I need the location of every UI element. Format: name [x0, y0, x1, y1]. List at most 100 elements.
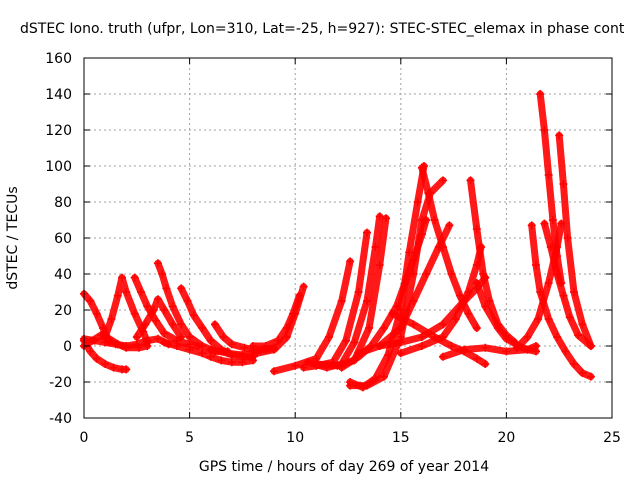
data-point	[198, 342, 207, 350]
data-point	[101, 333, 110, 341]
data-point	[481, 360, 490, 368]
data-point	[455, 291, 464, 300]
data-point	[90, 336, 99, 345]
x-tick-label: 15	[392, 430, 410, 446]
data-point	[401, 279, 410, 287]
data-point	[261, 342, 270, 350]
data-point	[270, 367, 279, 376]
data-point	[86, 347, 95, 356]
data-point	[185, 333, 194, 341]
data-point	[472, 354, 481, 363]
data-point	[158, 270, 167, 278]
series-21	[417, 163, 481, 332]
y-tick-label: 100	[45, 159, 72, 175]
data-point	[464, 309, 473, 318]
series-9	[160, 338, 257, 367]
data-point	[502, 347, 511, 356]
data-point	[177, 333, 186, 341]
data-point	[472, 225, 481, 233]
data-point	[291, 361, 300, 370]
data-point	[392, 302, 401, 311]
series-32	[512, 219, 566, 352]
data-point	[479, 270, 488, 278]
data-point	[168, 320, 177, 329]
data-point	[559, 180, 568, 188]
data-point	[375, 212, 384, 221]
data-point	[578, 320, 587, 329]
data-point	[413, 198, 422, 206]
data-point	[346, 257, 355, 266]
data-point	[198, 324, 207, 332]
data-point	[512, 343, 521, 352]
data-point	[177, 284, 186, 293]
data-point	[544, 171, 553, 179]
y-tick-label: 120	[45, 123, 72, 139]
data-point	[417, 342, 426, 350]
data-point	[312, 360, 321, 368]
data-point	[337, 297, 346, 305]
series-track	[555, 131, 595, 350]
data-point	[137, 288, 146, 296]
data-point	[350, 338, 359, 347]
data-point	[553, 243, 562, 251]
series-13	[270, 257, 355, 376]
data-point	[451, 315, 460, 323]
data-point	[388, 309, 397, 318]
data-point	[299, 363, 308, 372]
data-point	[439, 243, 448, 251]
data-point	[417, 230, 426, 239]
data-point	[151, 316, 160, 325]
data-point	[540, 126, 549, 134]
data-point	[481, 302, 490, 311]
data-point	[417, 333, 426, 341]
data-point	[422, 216, 431, 224]
data-point	[375, 261, 384, 269]
data-point	[409, 320, 418, 329]
data-point	[86, 297, 95, 305]
data-point	[111, 340, 120, 349]
series-28	[527, 221, 595, 381]
data-point	[439, 333, 448, 341]
data-point	[143, 302, 152, 311]
x-tick-label: 5	[185, 430, 194, 446]
data-point	[185, 345, 194, 354]
y-tick-label: -20	[49, 375, 72, 391]
data-point	[569, 360, 578, 368]
data-point	[531, 342, 540, 350]
data-point	[141, 320, 150, 329]
series-0	[80, 336, 131, 374]
data-point	[502, 334, 511, 343]
data-point	[396, 324, 405, 332]
y-tick-label: 160	[45, 51, 72, 67]
x-tick-label: 25	[603, 430, 621, 446]
data-point	[122, 342, 131, 350]
plot-area	[80, 90, 595, 392]
data-point	[354, 349, 363, 358]
data-point	[160, 306, 169, 314]
data-point	[324, 333, 333, 341]
data-point	[523, 333, 532, 341]
data-point	[559, 291, 568, 300]
data-point	[282, 324, 291, 332]
data-point	[553, 333, 562, 341]
data-point	[472, 279, 481, 287]
data-point	[160, 338, 169, 347]
data-point	[206, 352, 215, 361]
data-point	[586, 342, 595, 350]
series-27	[439, 342, 540, 361]
data-point	[132, 340, 141, 349]
data-point	[107, 315, 116, 323]
data-point	[248, 342, 257, 350]
data-point	[289, 309, 298, 318]
data-point	[299, 282, 308, 291]
series-31	[555, 131, 595, 350]
data-point	[563, 234, 572, 242]
data-point	[447, 270, 456, 278]
data-point	[534, 315, 543, 323]
data-point	[206, 336, 215, 345]
data-point	[578, 369, 587, 377]
y-tick-label: 140	[45, 87, 72, 103]
data-point	[466, 176, 475, 185]
data-point	[477, 243, 486, 251]
data-point	[248, 356, 257, 365]
